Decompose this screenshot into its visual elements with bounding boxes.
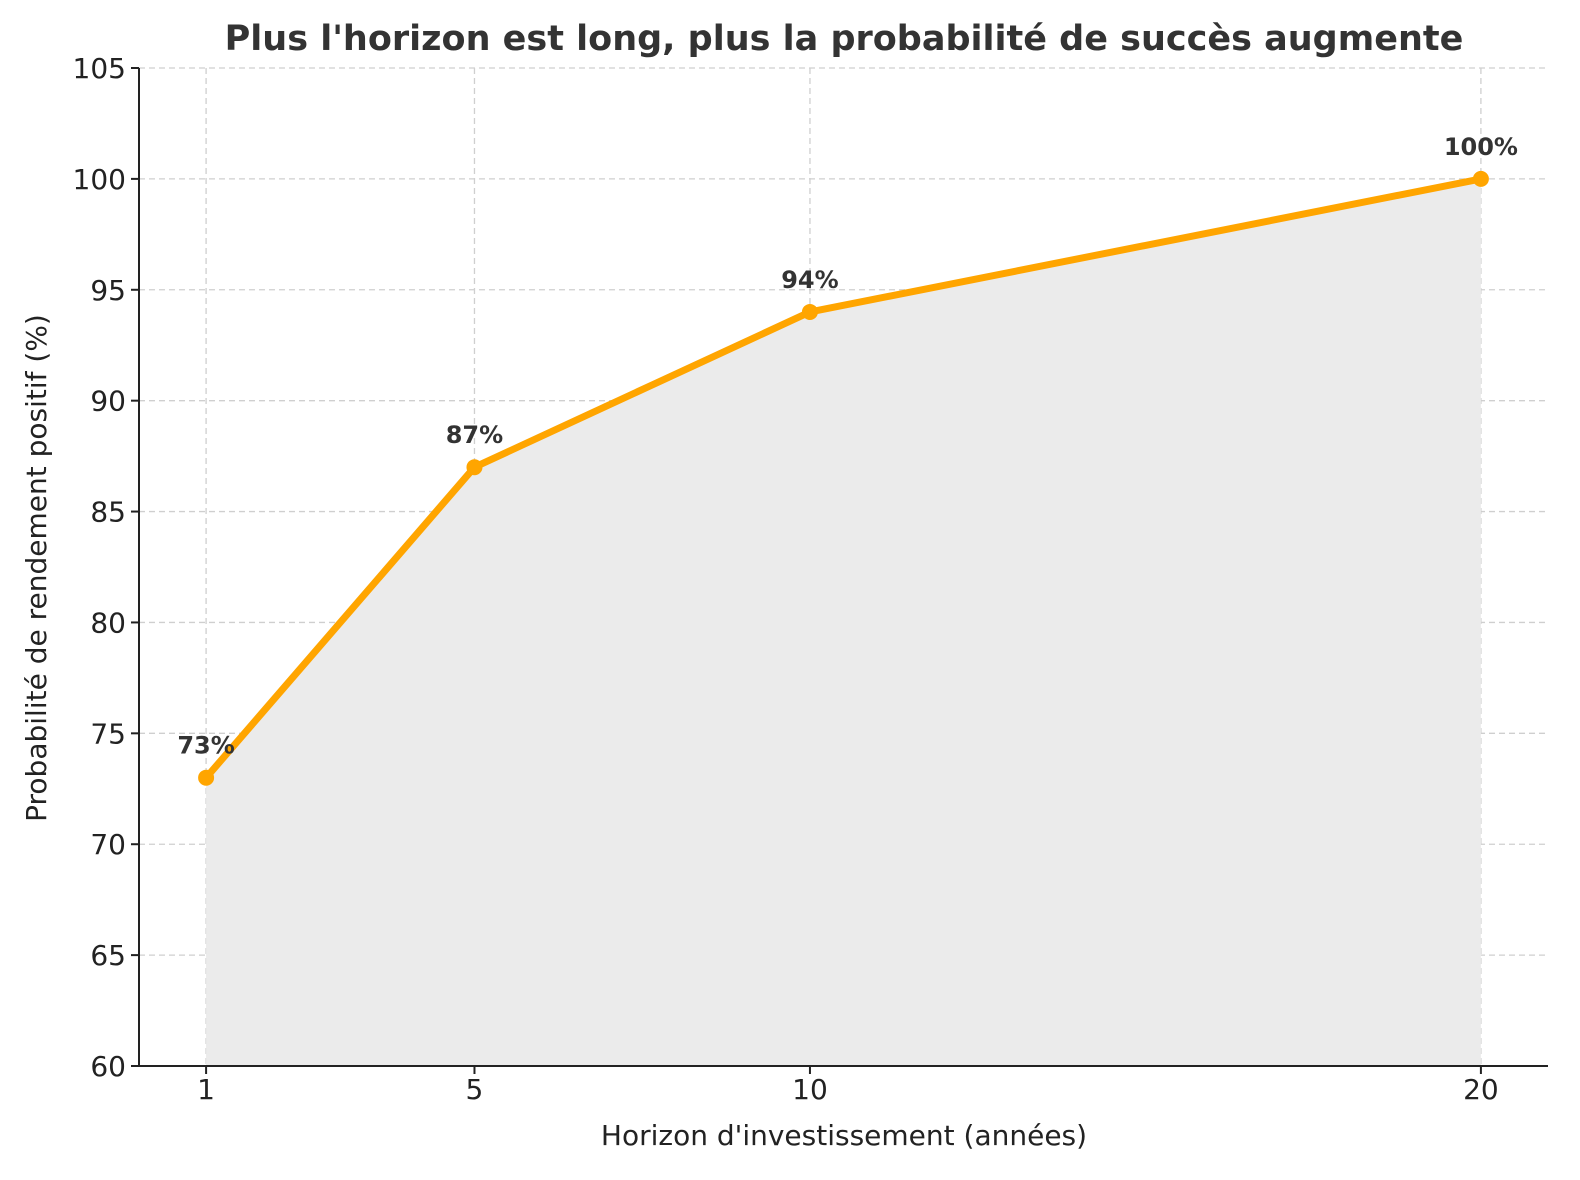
line-layer xyxy=(202,175,1485,782)
data-point xyxy=(1472,170,1489,187)
y-tick-label: 105 xyxy=(73,52,126,85)
y-tick-label: 100 xyxy=(73,163,126,196)
y-tick-label: 60 xyxy=(90,1050,126,1083)
data-point xyxy=(466,459,483,476)
y-tick-label: 85 xyxy=(90,496,126,529)
chart-title: Plus l'horizon est long, plus la probabi… xyxy=(225,19,1464,59)
area-layer xyxy=(206,178,1481,1066)
ticks-layer: 60 65 70 75 80 85 90 95 100 105 1 5 10 20 xyxy=(73,52,1499,1106)
x-tick-label: 10 xyxy=(792,1073,828,1106)
y-axis-title: Probabilité de rendement positif (%) xyxy=(20,314,53,822)
y-tick-label: 75 xyxy=(90,717,126,750)
x-tick-label: 20 xyxy=(1463,1073,1499,1106)
y-tick-label: 65 xyxy=(90,939,126,972)
y-tick-label: 90 xyxy=(90,385,126,418)
label-layer: 73% 87% 94% 100% xyxy=(177,133,1518,760)
data-label: 73% xyxy=(177,732,234,760)
data-label: 87% xyxy=(446,421,503,449)
data-point xyxy=(198,769,215,786)
marker-layer xyxy=(198,170,1489,786)
series-line xyxy=(202,175,1485,782)
area-fill xyxy=(206,178,1481,1066)
axes-layer xyxy=(138,68,1548,1067)
data-point xyxy=(801,303,818,320)
x-tick-label: 5 xyxy=(466,1073,484,1106)
x-tick-label: 1 xyxy=(197,1073,215,1106)
y-tick-label: 70 xyxy=(90,828,126,861)
x-axis-title: Horizon d'investissement (années) xyxy=(601,1119,1087,1152)
y-tick-label: 80 xyxy=(90,606,126,639)
y-tick-label: 95 xyxy=(90,274,126,307)
data-label: 100% xyxy=(1444,133,1518,161)
data-label: 94% xyxy=(781,266,838,294)
